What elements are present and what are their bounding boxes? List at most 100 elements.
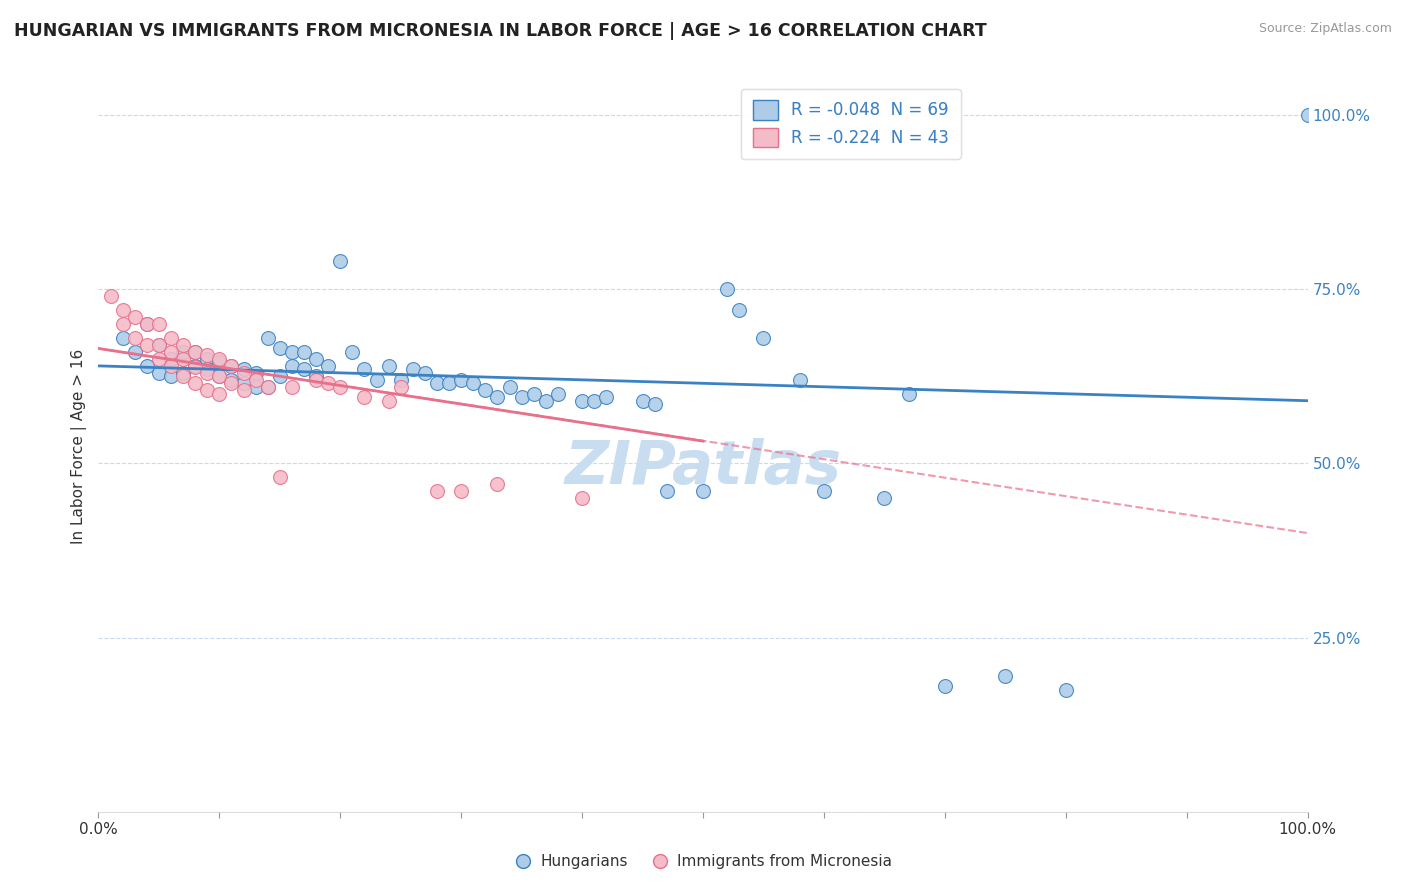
Point [402, 362, 425, 376]
Point [547, 386, 569, 401]
Legend: Hungarians, Immigrants from Micronesia: Hungarians, Immigrants from Micronesia [508, 848, 898, 875]
Point [789, 373, 811, 387]
Point [160, 369, 183, 384]
Point [305, 369, 328, 384]
Point [716, 282, 738, 296]
Point [172, 338, 194, 352]
Point [111, 331, 134, 345]
Point [195, 351, 218, 366]
Point [437, 376, 460, 391]
Point [221, 359, 243, 373]
Point [292, 345, 315, 359]
Point [994, 669, 1017, 683]
Point [208, 369, 231, 384]
Point [426, 376, 449, 391]
Point [281, 345, 304, 359]
Point [184, 360, 207, 375]
Point [486, 477, 509, 491]
Y-axis label: In Labor Force | Age > 16: In Labor Force | Age > 16 [72, 349, 87, 543]
Point [281, 380, 304, 394]
Point [256, 380, 278, 394]
Point [316, 359, 339, 373]
Point [184, 359, 207, 373]
Point [148, 338, 170, 352]
Point [111, 303, 134, 318]
Point [184, 376, 207, 391]
Point [413, 366, 436, 380]
Point [873, 491, 896, 506]
Point [221, 376, 243, 391]
Point [366, 373, 388, 387]
Text: Source: ZipAtlas.com: Source: ZipAtlas.com [1258, 22, 1392, 36]
Point [208, 355, 231, 369]
Point [474, 384, 496, 398]
Point [135, 317, 157, 331]
Point [232, 366, 254, 380]
Point [813, 484, 835, 499]
Point [135, 317, 157, 331]
Point [353, 362, 375, 376]
Point [195, 362, 218, 376]
Point [208, 386, 231, 401]
Point [232, 384, 254, 398]
Point [329, 254, 352, 268]
Point [256, 331, 278, 345]
Point [160, 359, 183, 373]
Point [256, 380, 278, 394]
Point [221, 373, 243, 387]
Point [450, 484, 472, 499]
Point [100, 289, 122, 303]
Text: ZIPatlas: ZIPatlas [564, 439, 842, 498]
Point [124, 331, 146, 345]
Point [305, 351, 328, 366]
Point [160, 345, 183, 359]
Point [160, 331, 183, 345]
Point [135, 338, 157, 352]
Point [1054, 682, 1077, 697]
Point [281, 359, 304, 373]
Point [195, 384, 218, 398]
Point [510, 390, 533, 404]
Point [1296, 108, 1319, 122]
Point [342, 345, 364, 359]
Point [269, 369, 291, 384]
Point [269, 470, 291, 484]
Point [595, 390, 617, 404]
Point [486, 390, 509, 404]
Point [148, 366, 170, 380]
Point [692, 484, 714, 499]
Point [450, 373, 472, 387]
Legend: R = -0.048  N = 69, R = -0.224  N = 43: R = -0.048 N = 69, R = -0.224 N = 43 [741, 88, 960, 159]
Point [148, 351, 170, 366]
Point [631, 393, 654, 408]
Point [377, 393, 399, 408]
Point [316, 376, 339, 391]
Point [232, 376, 254, 391]
Point [583, 393, 606, 408]
Point [135, 359, 157, 373]
Point [221, 359, 243, 373]
Point [172, 351, 194, 366]
Point [148, 338, 170, 352]
Point [377, 359, 399, 373]
Point [111, 317, 134, 331]
Point [245, 366, 267, 380]
Point [184, 345, 207, 359]
Point [172, 366, 194, 380]
Point [172, 369, 194, 384]
Point [124, 310, 146, 325]
Point [644, 397, 666, 411]
Point [752, 331, 775, 345]
Point [534, 393, 557, 408]
Point [934, 679, 956, 693]
Text: HUNGARIAN VS IMMIGRANTS FROM MICRONESIA IN LABOR FORCE | AGE > 16 CORRELATION CH: HUNGARIAN VS IMMIGRANTS FROM MICRONESIA … [14, 22, 987, 40]
Point [571, 491, 593, 506]
Point [329, 380, 352, 394]
Point [463, 376, 485, 391]
Point [389, 380, 412, 394]
Point [184, 345, 207, 359]
Point [523, 386, 546, 401]
Point [195, 348, 218, 362]
Point [245, 373, 267, 387]
Point [897, 386, 920, 401]
